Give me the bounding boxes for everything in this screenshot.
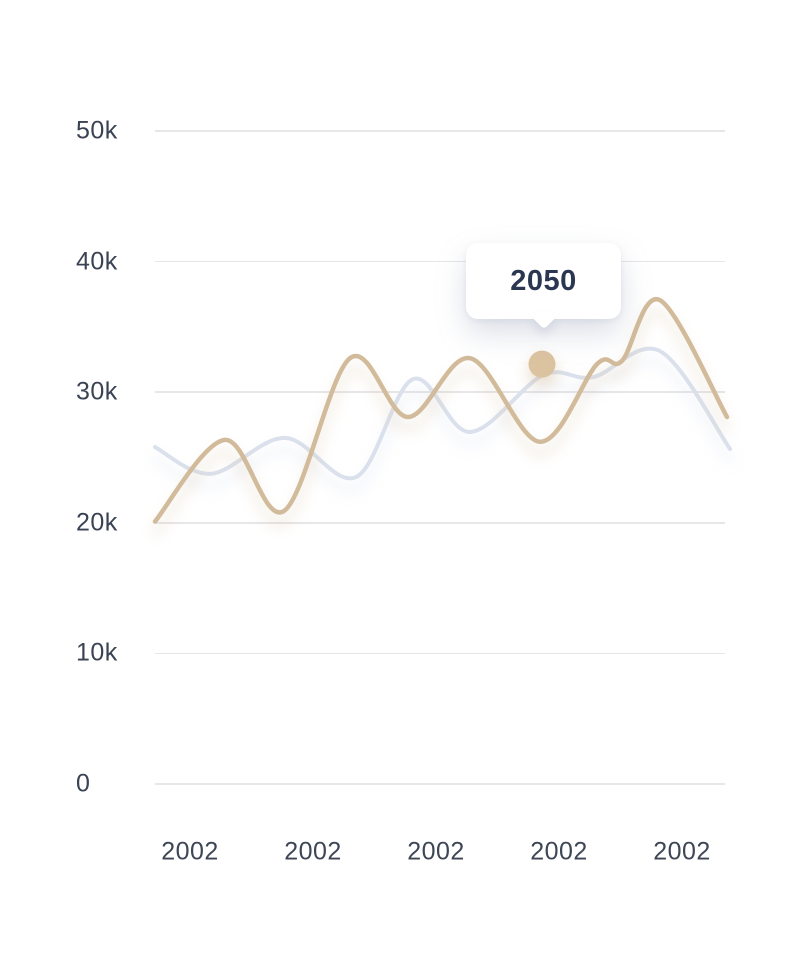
- gridline: [155, 522, 725, 524]
- y-tick-label: 50k: [76, 116, 118, 145]
- x-tick-label: 2002: [653, 837, 711, 866]
- y-tick-label: 10k: [76, 638, 118, 667]
- gridline: [155, 652, 725, 655]
- gridline: [155, 130, 725, 132]
- tooltip: 2050: [466, 243, 621, 330]
- hover-point-marker[interactable]: [528, 350, 556, 378]
- gridline: [155, 783, 725, 785]
- x-tick-label: 2002: [284, 837, 342, 866]
- y-tick-label: 0: [76, 769, 91, 798]
- gray-line[interactable]: [153, 346, 732, 481]
- y-tick-label: 20k: [76, 508, 118, 537]
- x-tick-label: 2002: [407, 837, 465, 866]
- gridline: [155, 391, 725, 393]
- beige-line[interactable]: [152, 297, 730, 524]
- x-tick-label: 2002: [161, 837, 219, 866]
- gridline: [155, 260, 725, 263]
- y-tick-label: 30k: [76, 377, 118, 406]
- tooltip-value: 2050: [510, 264, 577, 297]
- x-tick-label: 2002: [530, 837, 588, 866]
- y-tick-label: 40k: [76, 247, 118, 276]
